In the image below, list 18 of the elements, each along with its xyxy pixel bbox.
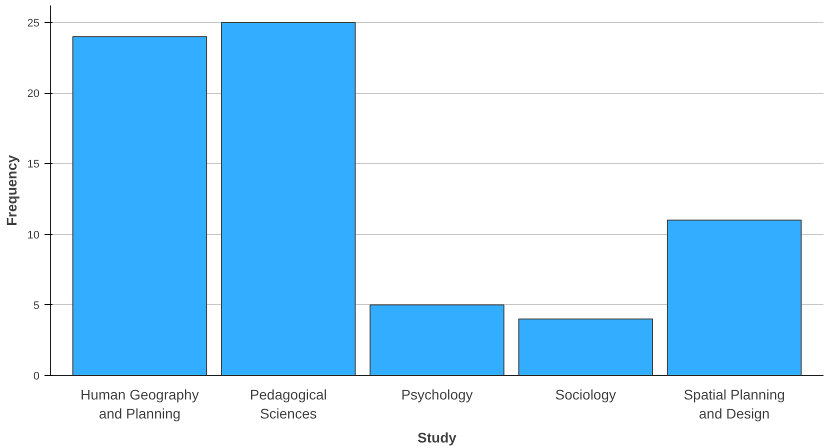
- x-tick-label: Psychology: [401, 386, 473, 402]
- x-tick-label: Pedagogical Sciences: [250, 386, 327, 422]
- x-tick-label: Human Geography and Planning: [80, 386, 199, 422]
- y-tick-label: 20: [27, 88, 40, 100]
- x-axis-title: Study: [418, 430, 457, 446]
- x-tick-label: Spatial Planning and Design: [684, 386, 785, 422]
- y-tick-label: 15: [27, 158, 40, 171]
- x-tick-label: Sociology: [555, 386, 616, 402]
- bar: [72, 36, 208, 376]
- y-tick-label: 0: [33, 370, 40, 382]
- bar: [220, 22, 356, 376]
- y-axis-title: Frequency: [3, 154, 20, 226]
- y-tick-label: 10: [27, 229, 40, 242]
- bar: [370, 304, 504, 376]
- y-tick-label: 5: [33, 300, 40, 312]
- y-tick-label: 25: [27, 17, 40, 30]
- bar: [518, 318, 654, 376]
- bar: [666, 220, 802, 376]
